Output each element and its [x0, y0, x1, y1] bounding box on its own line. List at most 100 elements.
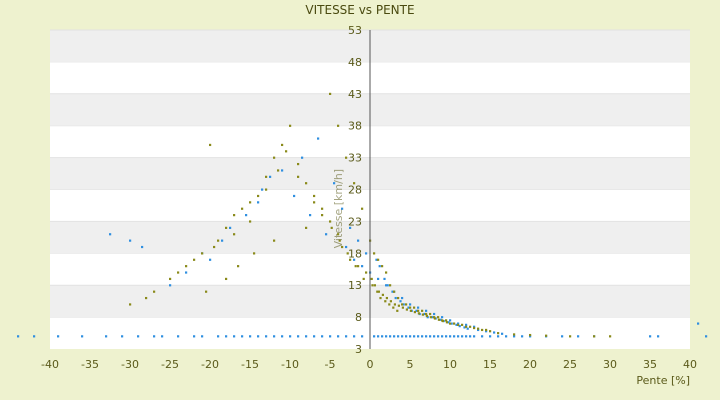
- data-point: [377, 335, 380, 338]
- data-point: [365, 271, 368, 274]
- data-point: [425, 312, 428, 316]
- data-point: [423, 312, 426, 316]
- data-point: [449, 322, 452, 325]
- data-point: [457, 322, 460, 325]
- data-point: [289, 335, 292, 338]
- data-point: [429, 335, 432, 338]
- data-point: [370, 277, 373, 281]
- data-point: [371, 284, 374, 287]
- data-point: [385, 284, 388, 287]
- y-tick-label: 23: [348, 215, 362, 228]
- data-point: [185, 265, 188, 268]
- data-point: [417, 335, 420, 338]
- data-point: [393, 290, 396, 293]
- data-point: [392, 306, 395, 309]
- data-point: [330, 226, 333, 229]
- data-point: [225, 335, 228, 338]
- data-point: [265, 175, 268, 178]
- data-point: [447, 321, 450, 324]
- data-point: [293, 194, 296, 198]
- x-tick-label: -15: [241, 358, 259, 371]
- data-point: [257, 201, 260, 204]
- data-point: [463, 326, 466, 329]
- data-point: [401, 306, 404, 309]
- data-point: [305, 335, 308, 338]
- data-point: [325, 233, 328, 236]
- data-point: [169, 284, 172, 287]
- data-point: [385, 335, 388, 338]
- data-point: [201, 335, 204, 338]
- data-point: [273, 156, 276, 159]
- data-point: [345, 245, 348, 249]
- data-point: [450, 322, 453, 325]
- data-point: [153, 290, 156, 293]
- data-point: [433, 335, 436, 338]
- data-point: [649, 335, 652, 338]
- data-point: [345, 335, 348, 338]
- x-tick-label: -30: [121, 358, 139, 371]
- data-point: [389, 284, 392, 287]
- data-point: [177, 335, 180, 338]
- data-point: [381, 293, 384, 296]
- data-point: [569, 335, 572, 338]
- data-point: [145, 296, 148, 300]
- data-point: [357, 239, 360, 242]
- data-point: [386, 284, 389, 287]
- data-point: [381, 335, 384, 338]
- data-point: [455, 323, 458, 326]
- data-point: [313, 194, 316, 198]
- data-point: [362, 277, 365, 281]
- data-point: [17, 335, 20, 338]
- data-point: [409, 309, 412, 312]
- x-tick-label: 15: [483, 358, 497, 371]
- data-point: [377, 258, 380, 261]
- data-point: [377, 290, 380, 293]
- data-point: [401, 296, 404, 300]
- data-point: [481, 328, 484, 332]
- data-point: [301, 156, 304, 159]
- data-point: [281, 143, 284, 147]
- data-point: [405, 335, 408, 338]
- data-point: [273, 335, 276, 338]
- data-point: [445, 321, 448, 324]
- data-point: [379, 296, 382, 300]
- data-point: [321, 335, 324, 338]
- data-point: [129, 303, 132, 306]
- data-point: [305, 226, 308, 229]
- data-point: [433, 317, 436, 320]
- data-point: [225, 277, 228, 281]
- data-point: [513, 333, 516, 336]
- data-point: [237, 265, 240, 268]
- data-point: [405, 303, 408, 306]
- data-point: [377, 277, 380, 281]
- data-point: [349, 258, 352, 261]
- data-point: [469, 325, 472, 328]
- data-point: [177, 271, 180, 274]
- data-point: [505, 335, 508, 338]
- data-point: [297, 162, 300, 166]
- data-point: [361, 335, 364, 338]
- data-point: [249, 220, 252, 223]
- y-tick-label: 28: [348, 184, 362, 197]
- data-point: [281, 169, 284, 172]
- y-tick-label: 8: [355, 311, 362, 324]
- data-point: [477, 327, 480, 330]
- data-point: [153, 335, 156, 338]
- data-point: [321, 214, 324, 217]
- data-point: [697, 322, 700, 325]
- data-point: [225, 226, 228, 229]
- data-point: [485, 330, 488, 333]
- data-point: [297, 335, 300, 338]
- data-point: [277, 169, 280, 172]
- data-point: [433, 316, 436, 319]
- data-point: [357, 265, 360, 268]
- data-point: [473, 326, 476, 330]
- data-point: [593, 335, 596, 338]
- data-point: [201, 252, 204, 255]
- data-point: [249, 201, 252, 204]
- chart-title: VITESSE vs PENTE: [305, 3, 414, 17]
- data-point: [193, 335, 196, 338]
- y-tick-label: 38: [348, 120, 362, 133]
